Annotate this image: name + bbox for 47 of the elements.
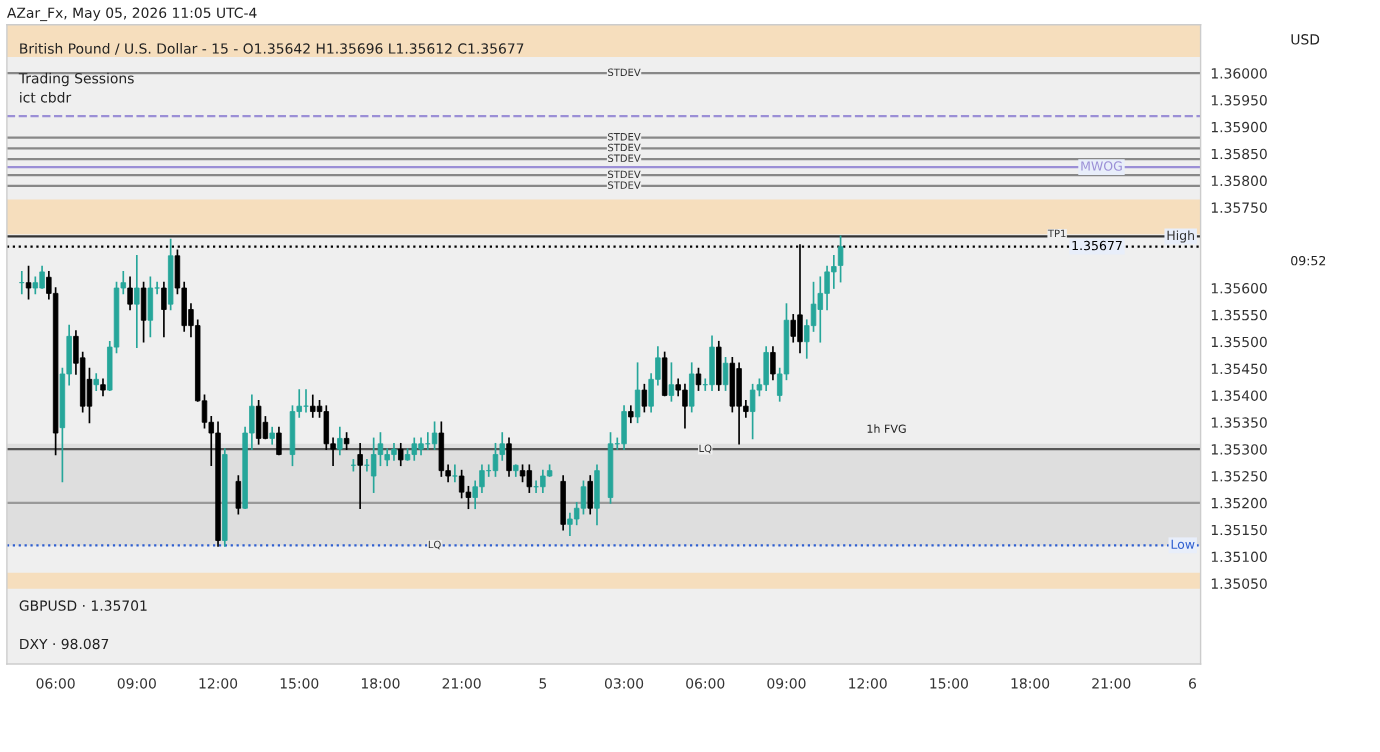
candlestick xyxy=(668,362,675,402)
candlestick xyxy=(147,276,154,338)
candlestick xyxy=(235,475,242,515)
candlestick xyxy=(140,281,147,343)
candlestick xyxy=(425,432,431,450)
candlestick xyxy=(357,442,363,510)
candlestick xyxy=(19,271,25,295)
candlestick xyxy=(526,464,533,493)
candlestick xyxy=(634,362,641,424)
candlestick xyxy=(790,314,796,343)
candlestick xyxy=(303,389,309,413)
candlestick xyxy=(310,394,316,418)
candlestick xyxy=(398,442,404,467)
candlestick xyxy=(364,459,370,472)
candlestick xyxy=(438,421,445,477)
candlestick xyxy=(161,281,167,338)
candlestick xyxy=(587,475,593,515)
candlestick xyxy=(127,276,133,311)
candlestick xyxy=(560,475,566,531)
candlestick xyxy=(452,464,458,483)
candlestick xyxy=(431,421,438,450)
candlestick xyxy=(533,480,539,493)
candlestick xyxy=(255,399,262,445)
candlestick xyxy=(695,367,702,391)
candlestick xyxy=(770,346,776,381)
candlestick xyxy=(411,437,417,461)
candlestick xyxy=(837,235,844,283)
candlestick xyxy=(709,335,715,391)
candlestick xyxy=(276,426,282,456)
candlestick xyxy=(134,254,140,348)
candlestick xyxy=(506,437,512,477)
candlestick xyxy=(621,405,627,450)
candlestick xyxy=(736,362,742,445)
candlestick xyxy=(682,383,688,429)
candlestick xyxy=(39,265,45,289)
candlestick xyxy=(661,351,668,397)
candlestick xyxy=(370,437,377,493)
candlestick xyxy=(337,426,343,456)
candlestick xyxy=(641,383,648,413)
candlestick xyxy=(594,464,600,526)
candlestick xyxy=(763,346,769,391)
candlestick xyxy=(540,469,546,493)
candlestick xyxy=(689,362,695,413)
candlestick xyxy=(749,383,756,440)
candlestick xyxy=(716,340,722,391)
candlestick xyxy=(722,357,729,391)
candlestick xyxy=(25,265,32,300)
